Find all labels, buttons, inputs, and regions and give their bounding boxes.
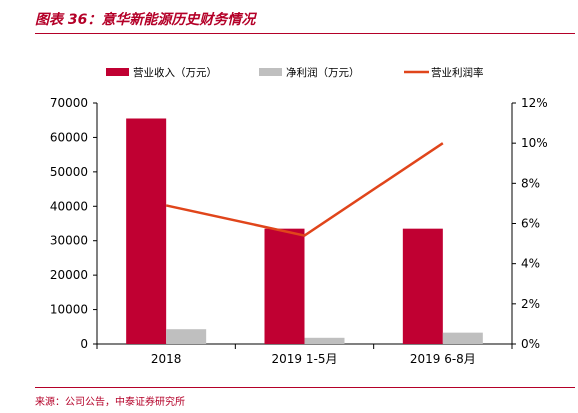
margin-line <box>165 142 444 237</box>
y-right-tick-label: 4% <box>521 257 540 271</box>
lines <box>165 142 444 237</box>
net-profit-bar <box>304 337 345 344</box>
bars <box>126 118 483 344</box>
y-right-tick-label: 10% <box>521 136 548 150</box>
source-divider <box>35 387 575 388</box>
legend-revenue-swatch <box>106 68 129 76</box>
y-right-tick-label: 8% <box>521 176 540 190</box>
y-right-tick-label: 2% <box>521 297 540 311</box>
y-left-tick-label: 40000 <box>50 199 88 213</box>
source-note: 来源：公司公告，中泰证券研究所 <box>35 397 185 408</box>
y-left-tick-label: 0 <box>80 337 88 351</box>
title-divider <box>35 33 575 34</box>
x-category-label: 2019 1-5月 <box>272 352 338 366</box>
y-left-tick-label: 70000 <box>50 96 88 110</box>
figure-title: 图表 36：意华新能源历史财务情况 <box>35 12 256 28</box>
revenue-bar <box>126 118 167 344</box>
revenue-bar <box>264 228 305 344</box>
y-left-tick-label: 60000 <box>50 130 88 144</box>
legend-net-profit-label: 净利润（万元） <box>286 66 360 79</box>
y-left-tick-label: 30000 <box>50 234 88 248</box>
legend: 营业收入（万元） 净利润（万元） 营业利润率 <box>106 66 484 79</box>
y-left-tick-label: 10000 <box>50 303 88 317</box>
revenue-bar <box>402 228 443 344</box>
y-left-tick-label: 50000 <box>50 165 88 179</box>
legend-revenue-label: 营业收入（万元） <box>133 66 217 79</box>
net-profit-bar <box>442 332 483 344</box>
x-category-label: 2018 <box>151 352 182 366</box>
x-category-label: 2019 6-8月 <box>410 352 476 366</box>
legend-net-profit-swatch <box>259 68 282 76</box>
legend-margin-label: 营业利润率 <box>431 66 484 79</box>
net-profit-bar <box>166 329 207 344</box>
y-right-tick-label: 6% <box>521 217 540 231</box>
y-left-tick-label: 20000 <box>50 268 88 282</box>
y-right-tick-label: 12% <box>521 96 548 110</box>
y-right-tick-label: 0% <box>521 337 540 351</box>
